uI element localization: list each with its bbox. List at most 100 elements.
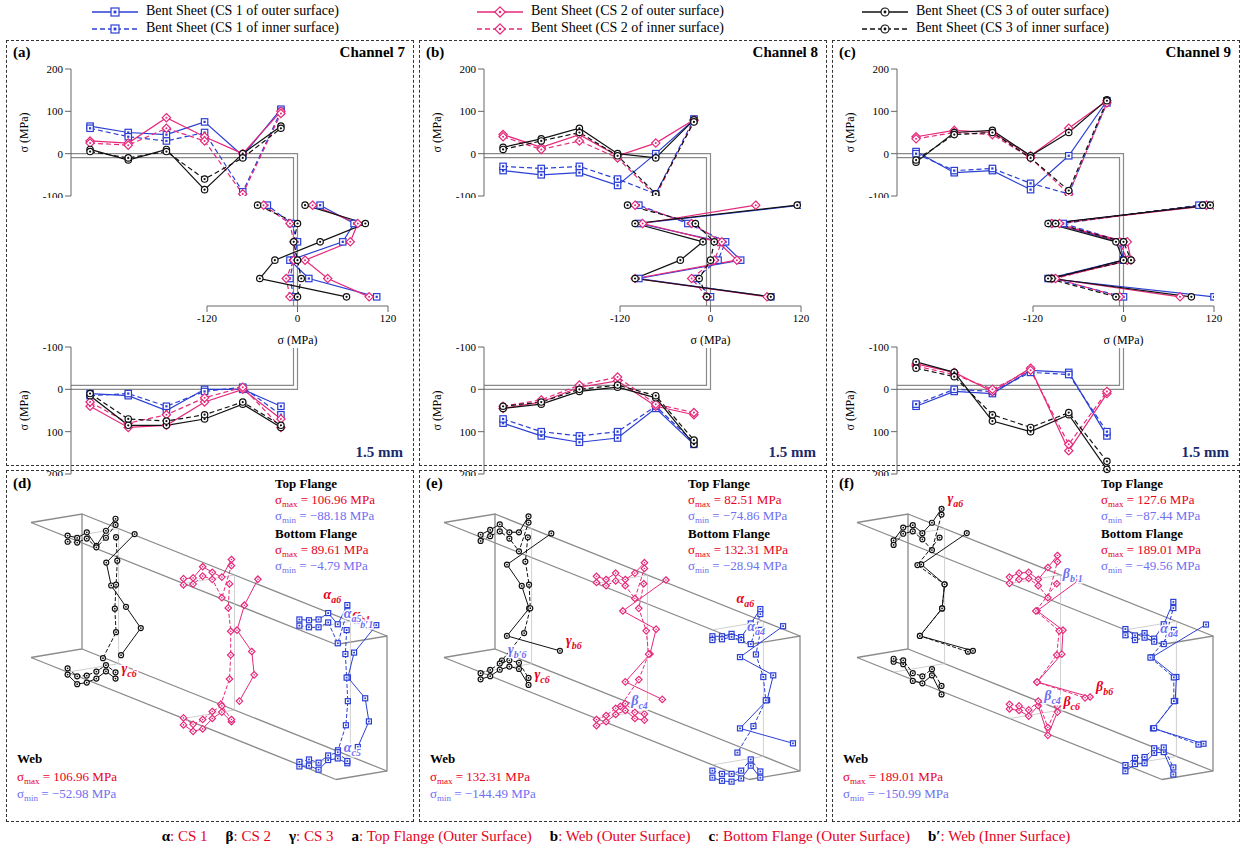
svg-text:σmax = 189.01 MPa: σmax = 189.01 MPa (1101, 542, 1201, 559)
html-text:1.5 mm: 1.5 mm (355, 444, 403, 460)
svg-text:σmin = −49.56 MPa: σmin = −49.56 MPa (1101, 558, 1200, 575)
svg-text:γb′6: γb′6 (508, 642, 527, 660)
svg-text:120: 120 (380, 312, 397, 324)
svg-text:200: 200 (460, 63, 477, 75)
svg-text:αc5: αc5 (344, 740, 361, 758)
svg-text:αa4: αa4 (1160, 621, 1178, 639)
svg-text:Web: Web (17, 751, 42, 766)
html-text:a: Top Flange (Outer Surface): a: Top Flange (Outer Surface) (351, 828, 532, 844)
svg-text:γa6: γa6 (948, 491, 964, 509)
svg-text:Top Flange: Top Flange (688, 476, 750, 491)
svg-text:-100: -100 (456, 341, 477, 353)
svg-text:0: 0 (1121, 312, 1127, 324)
svg-text:Web: Web (843, 751, 868, 766)
svg-text:σmin = −150.99 MPa: σmin = −150.99 MPa (843, 786, 949, 803)
html-text:1.5 mm: 1.5 mm (1181, 444, 1229, 460)
svg-text:σmin = −144.49 MPa: σmin = −144.49 MPa (430, 786, 536, 803)
svg-text:σmin = −88.18 MPa: σmin = −88.18 MPa (275, 508, 374, 525)
svg-text:(f): (f) (839, 475, 854, 492)
svg-text:σmax = 132.31 MPa: σmax = 132.31 MPa (688, 542, 788, 559)
svg-text:0: 0 (295, 312, 301, 324)
svg-text:120: 120 (1206, 312, 1223, 324)
svg-text:σmax = 82.51 MPa: σmax = 82.51 MPa (688, 492, 782, 509)
svg-text:σ (MPa): σ (MPa) (690, 333, 730, 346)
svg-text:σ (MPa): σ (MPa) (843, 112, 857, 152)
svg-text:σmax = 89.61 MPa: σmax = 89.61 MPa (275, 542, 369, 559)
html-text:(c): (c) (839, 44, 856, 60)
svg-text:Bottom Flange: Bottom Flange (1101, 526, 1183, 541)
svg-text:-100: -100 (43, 190, 64, 198)
svg-text:200: 200 (47, 63, 64, 75)
svg-text:σmax = 189.01 MPa: σmax = 189.01 MPa (843, 769, 943, 786)
svg-text:σmin = −4.79 MPa: σmin = −4.79 MPa (275, 558, 368, 575)
svg-text:100: 100 (47, 105, 64, 117)
svg-text:Bottom Flange: Bottom Flange (275, 526, 357, 541)
svg-text:σmin = −28.94 MPa: σmin = −28.94 MPa (688, 558, 787, 575)
svg-text:120: 120 (793, 312, 810, 324)
svg-text:σ (MPa): σ (MPa) (277, 333, 317, 346)
svg-text:γc6: γc6 (122, 661, 137, 679)
svg-text:0: 0 (471, 383, 477, 395)
svg-text:βc4: βc4 (630, 693, 648, 711)
svg-text:βb′1: βb′1 (1062, 566, 1083, 584)
svg-text:σ (MPa): σ (MPa) (1103, 333, 1143, 346)
svg-text:σmin = −74.86 MPa: σmin = −74.86 MPa (688, 508, 787, 525)
svg-text:σ (MPa): σ (MPa) (17, 112, 31, 152)
svg-text:σmin = −52.98 MPa: σmin = −52.98 MPa (17, 786, 116, 803)
svg-text:βc6: βc6 (1062, 694, 1080, 712)
svg-text:βc4: βc4 (1043, 688, 1061, 706)
svg-text:βb6: βb6 (1095, 679, 1113, 697)
html-text:1.5 mm: 1.5 mm (768, 444, 816, 460)
svg-text:0: 0 (884, 383, 890, 395)
svg-text:100: 100 (873, 105, 890, 117)
html-text:Channel 8: Channel 8 (752, 44, 818, 60)
svg-text:αa6: αa6 (737, 591, 755, 609)
svg-text:(d): (d) (13, 475, 31, 492)
svg-text:(e): (e) (426, 475, 443, 492)
svg-text:αa6: αa6 (324, 587, 342, 605)
svg-text:σ (MPa): σ (MPa) (430, 390, 444, 430)
svg-text:0: 0 (884, 148, 890, 160)
svg-text:-100: -100 (43, 341, 64, 353)
svg-text:σmax = 106.96 MPa: σmax = 106.96 MPa (275, 492, 375, 509)
svg-text:0: 0 (58, 383, 64, 395)
svg-text:σmax = 132.31 MPa: σmax = 132.31 MPa (430, 769, 530, 786)
svg-text:0: 0 (58, 148, 64, 160)
svg-text:γc6: γc6 (535, 667, 550, 685)
svg-text:-100: -100 (869, 341, 890, 353)
svg-text:αa5: αa5 (344, 606, 362, 624)
svg-text:γb6: γb6 (566, 633, 582, 651)
html-text:b: Web (Outer Surface): b: Web (Outer Surface) (549, 828, 691, 844)
svg-text:σ (MPa): σ (MPa) (843, 390, 857, 430)
svg-text:100: 100 (460, 105, 477, 117)
svg-text:σmax = 106.96 MPa: σmax = 106.96 MPa (17, 769, 117, 786)
svg-text:0: 0 (471, 148, 477, 160)
svg-text:200: 200 (873, 63, 890, 75)
svg-text:100: 100 (460, 426, 477, 438)
svg-text:σmin = −87.44 MPa: σmin = −87.44 MPa (1101, 508, 1200, 525)
svg-text:Web: Web (430, 751, 455, 766)
html-text:α: CS 1: α: CS 1 (161, 828, 208, 844)
svg-text:Top Flange: Top Flange (1101, 476, 1163, 491)
html-text:(b): (b) (426, 44, 445, 60)
svg-text:100: 100 (47, 426, 64, 438)
svg-text:-100: -100 (869, 190, 890, 198)
svg-text:αa4: αa4 (747, 619, 765, 637)
html-text:β: CS 2: β: CS 2 (225, 828, 271, 844)
svg-text:0: 0 (708, 312, 714, 324)
svg-text:-100: -100 (456, 190, 477, 198)
html-text:Channel 7: Channel 7 (339, 44, 405, 60)
html-text:Channel 9: Channel 9 (1165, 44, 1231, 60)
html-text:(a): (a) (13, 44, 31, 60)
svg-text:Bottom Flange: Bottom Flange (688, 526, 770, 541)
svg-text:σ (MPa): σ (MPa) (430, 112, 444, 152)
svg-text:100: 100 (873, 426, 890, 438)
svg-text:-120: -120 (1023, 312, 1044, 324)
svg-text:Top Flange: Top Flange (275, 476, 337, 491)
svg-text:-120: -120 (610, 312, 631, 324)
svg-text:σ (MPa): σ (MPa) (17, 390, 31, 430)
svg-text:σmax = 127.6 MPa: σmax = 127.6 MPa (1101, 492, 1195, 509)
svg-text:-120: -120 (197, 312, 218, 324)
html-text:c: Bottom Flange (Outer Surfac: c: Bottom Flange (Outer Surface) (708, 828, 910, 844)
html-text:γ: CS 3: γ: CS 3 (289, 828, 334, 844)
